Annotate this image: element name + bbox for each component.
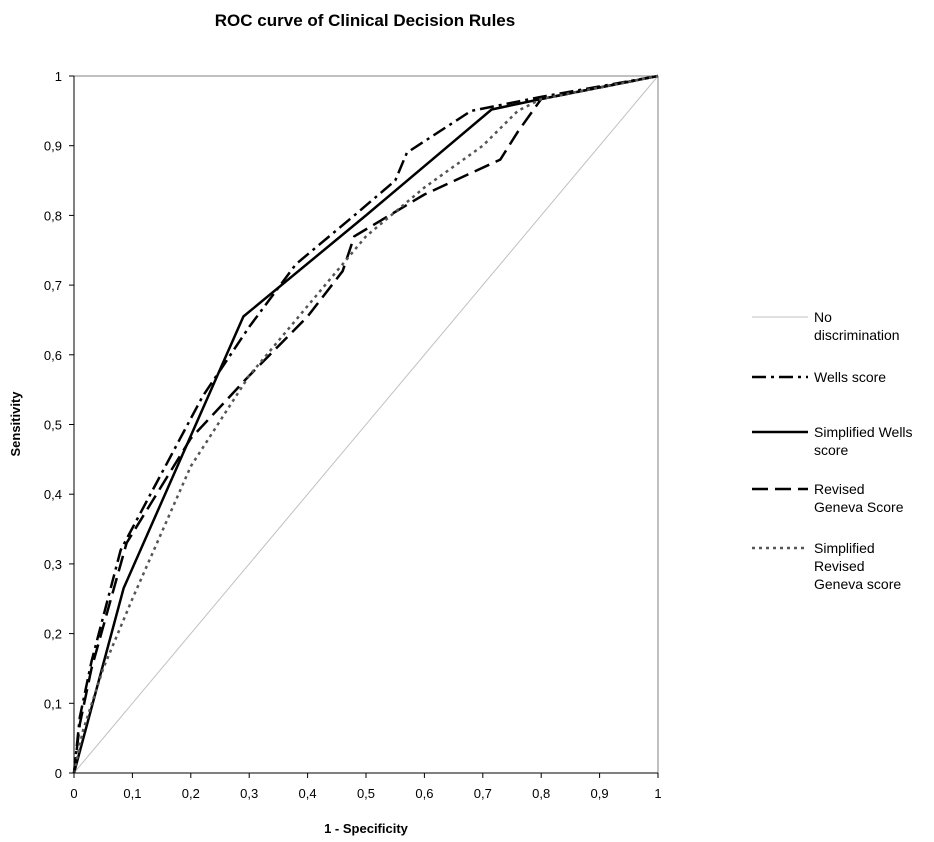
- x-tick-label: 0,3: [240, 786, 258, 801]
- legend-label-3: Geneva Score: [814, 499, 904, 515]
- x-tick-label: 0,8: [532, 786, 550, 801]
- x-tick-label: 0,7: [474, 786, 492, 801]
- series-line-0: [73, 75, 659, 774]
- chart-title: ROC curve of Clinical Decision Rules: [215, 11, 515, 30]
- legend-label-2: score: [814, 442, 848, 458]
- y-tick-label: 0: [55, 766, 62, 781]
- axes: 0 0,1 0,2 0,3 0,4 0,5 0,6 0,7 0,8 0,9 1 0 0,1 0,2 0,3 0…: [44, 69, 662, 801]
- x-tick-label: 0: [70, 786, 77, 801]
- legend-label-0: discrimination: [814, 327, 900, 343]
- legend-label-4: Revised: [814, 558, 865, 574]
- x-tick-label: 0,4: [299, 786, 317, 801]
- series-layer: [72, 74, 659, 774]
- y-tick-label: 1: [55, 69, 62, 84]
- legend: No discrimination Wells score Simplified We…: [752, 309, 913, 592]
- y-axis-label: Sensitivity: [8, 391, 23, 457]
- y-tick-label: 0,8: [44, 208, 62, 223]
- x-axis-label: 1 - Specificity: [324, 821, 409, 836]
- x-tick-label: 0,2: [182, 786, 200, 801]
- y-tick-label: 0,2: [44, 627, 62, 642]
- y-tick-label: 0,6: [44, 348, 62, 363]
- series-line-4: [72, 74, 659, 774]
- legend-label-1: Wells score: [814, 369, 886, 385]
- series-line-3: [72, 74, 659, 774]
- x-tick-label: 0,5: [357, 786, 375, 801]
- y-tick-label: 0,5: [44, 418, 62, 433]
- y-tick-label: 0,9: [44, 139, 62, 154]
- x-tick-label: 0,6: [415, 786, 433, 801]
- y-tick-label: 0,1: [44, 696, 62, 711]
- series-line-1: [72, 74, 659, 774]
- legend-label-4: Geneva score: [814, 576, 901, 592]
- legend-label-4: Simplified: [814, 540, 875, 556]
- legend-label-2: Simplified Wells: [814, 424, 913, 440]
- x-tick-label: 1: [654, 786, 661, 801]
- legend-label-0: No: [814, 309, 832, 325]
- plot-area: [74, 75, 659, 773]
- y-tick-label: 0,4: [44, 487, 62, 502]
- legend-label-3: Revised: [814, 481, 865, 497]
- x-tick-label: 0,9: [591, 786, 609, 801]
- x-tick-label: 0,1: [123, 786, 141, 801]
- y-tick-label: 0,7: [44, 278, 62, 293]
- y-tick-label: 0,3: [44, 557, 62, 572]
